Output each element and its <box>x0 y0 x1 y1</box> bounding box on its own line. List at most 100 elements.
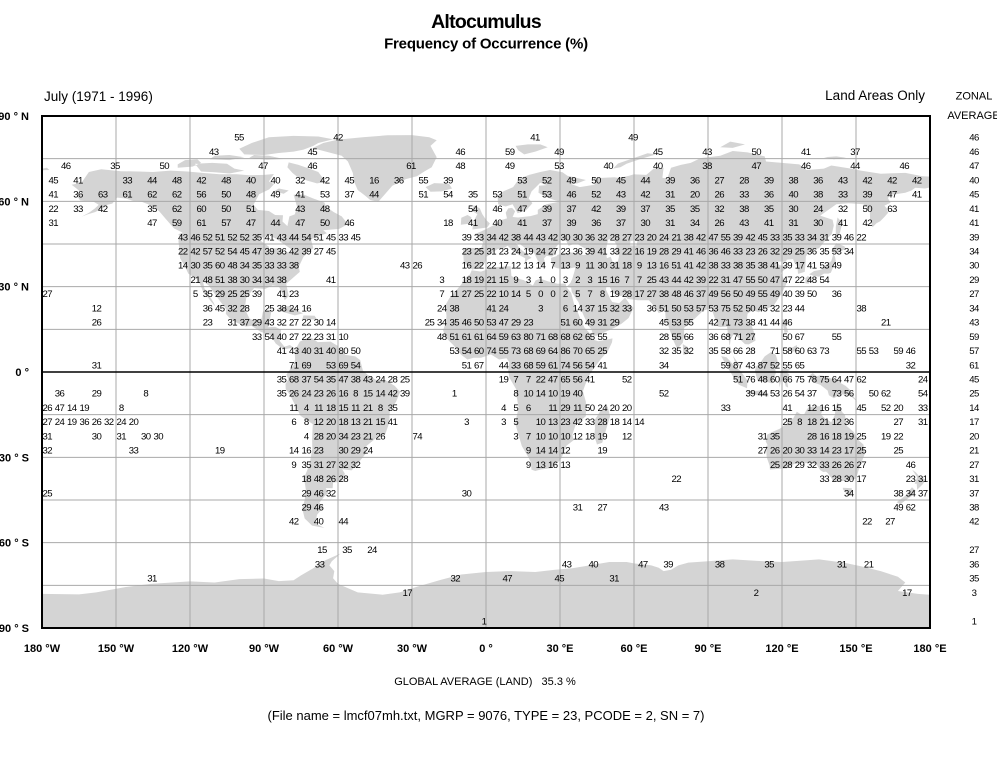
svg-text:68: 68 <box>523 360 533 371</box>
svg-text:25: 25 <box>856 431 866 442</box>
svg-text:44: 44 <box>499 360 510 371</box>
svg-text:5: 5 <box>526 289 531 300</box>
svg-text:3: 3 <box>513 431 518 442</box>
svg-text:55: 55 <box>721 232 731 243</box>
svg-text:33: 33 <box>338 232 348 243</box>
svg-text:26: 26 <box>326 474 336 485</box>
svg-text:41: 41 <box>277 289 287 300</box>
svg-text:61: 61 <box>969 360 979 371</box>
svg-text:23: 23 <box>560 417 570 428</box>
svg-text:40: 40 <box>246 175 256 186</box>
svg-text:31: 31 <box>147 574 157 585</box>
svg-text:48: 48 <box>456 161 466 172</box>
svg-text:78: 78 <box>807 375 817 386</box>
svg-text:24: 24 <box>813 204 824 215</box>
svg-text:28: 28 <box>739 175 749 186</box>
svg-text:24: 24 <box>511 247 522 258</box>
svg-text:28: 28 <box>610 232 620 243</box>
svg-text:21: 21 <box>969 446 979 457</box>
svg-text:0: 0 <box>538 289 543 300</box>
svg-text:8: 8 <box>119 403 124 414</box>
svg-text:32: 32 <box>684 346 694 357</box>
svg-text:150 °E: 150 °E <box>839 643 872 655</box>
svg-text:40: 40 <box>969 175 979 186</box>
svg-text:22: 22 <box>671 474 681 485</box>
svg-text:10: 10 <box>523 389 533 400</box>
svg-text:54: 54 <box>819 275 830 286</box>
svg-text:49: 49 <box>628 133 638 144</box>
svg-text:24: 24 <box>659 232 670 243</box>
svg-text:48: 48 <box>758 375 768 386</box>
svg-text:25: 25 <box>782 417 792 428</box>
svg-text:52: 52 <box>622 375 632 386</box>
svg-text:38: 38 <box>758 261 768 272</box>
svg-text:27: 27 <box>885 517 895 528</box>
svg-text:32: 32 <box>326 488 336 499</box>
svg-text:34: 34 <box>969 247 980 258</box>
svg-text:53: 53 <box>832 247 842 258</box>
svg-text:27: 27 <box>745 332 755 343</box>
svg-text:32: 32 <box>227 303 237 314</box>
svg-text:8: 8 <box>513 389 518 400</box>
svg-text:20: 20 <box>969 431 979 442</box>
svg-text:50: 50 <box>221 190 231 201</box>
svg-text:35: 35 <box>326 375 336 386</box>
svg-text:33: 33 <box>474 232 484 243</box>
svg-text:40: 40 <box>573 389 583 400</box>
svg-text:25: 25 <box>42 488 52 499</box>
svg-text:26: 26 <box>715 218 725 229</box>
svg-text:37: 37 <box>641 204 651 215</box>
svg-text:15: 15 <box>832 403 842 414</box>
svg-text:28: 28 <box>659 332 669 343</box>
svg-text:21: 21 <box>864 559 874 570</box>
svg-text:46: 46 <box>721 247 731 258</box>
svg-text:30: 30 <box>462 488 472 499</box>
svg-text:52: 52 <box>591 190 601 201</box>
svg-text:43: 43 <box>969 318 979 329</box>
svg-text:28: 28 <box>745 346 755 357</box>
svg-text:26: 26 <box>782 389 792 400</box>
svg-text:41: 41 <box>295 190 305 201</box>
svg-text:60: 60 <box>474 346 484 357</box>
svg-text:49: 49 <box>893 503 903 514</box>
svg-text:9: 9 <box>526 460 531 471</box>
svg-text:14: 14 <box>819 446 830 457</box>
svg-text:26: 26 <box>92 318 102 329</box>
svg-text:4: 4 <box>304 403 310 414</box>
svg-text:47: 47 <box>770 275 780 286</box>
svg-text:35: 35 <box>252 232 262 243</box>
svg-text:41: 41 <box>807 261 817 272</box>
svg-text:19: 19 <box>79 403 89 414</box>
svg-text:40: 40 <box>271 175 281 186</box>
svg-text:66: 66 <box>733 346 743 357</box>
svg-text:47: 47 <box>246 218 256 229</box>
svg-text:44: 44 <box>271 218 282 229</box>
svg-text:27: 27 <box>647 289 657 300</box>
svg-text:32: 32 <box>104 417 114 428</box>
svg-text:73: 73 <box>819 346 829 357</box>
svg-text:10: 10 <box>536 417 546 428</box>
svg-text:33: 33 <box>622 303 632 314</box>
svg-text:5: 5 <box>193 289 198 300</box>
svg-text:62: 62 <box>856 375 866 386</box>
svg-text:33: 33 <box>315 559 325 570</box>
svg-text:44: 44 <box>795 303 806 314</box>
svg-text:11: 11 <box>289 403 298 414</box>
svg-text:41: 41 <box>49 190 59 201</box>
svg-text:45: 45 <box>856 403 866 414</box>
svg-text:19: 19 <box>881 431 891 442</box>
svg-text:16: 16 <box>301 303 311 314</box>
svg-text:48: 48 <box>807 275 817 286</box>
svg-text:14: 14 <box>634 417 645 428</box>
svg-text:54: 54 <box>918 389 929 400</box>
svg-text:20: 20 <box>893 403 903 414</box>
svg-text:44: 44 <box>850 161 861 172</box>
svg-text:2: 2 <box>575 275 580 286</box>
svg-text:45: 45 <box>326 247 336 258</box>
svg-text:76: 76 <box>745 375 755 386</box>
svg-text:42: 42 <box>190 247 200 258</box>
svg-text:55: 55 <box>745 275 755 286</box>
svg-text:47: 47 <box>708 232 718 243</box>
svg-text:41: 41 <box>969 218 979 229</box>
svg-text:21: 21 <box>363 431 373 442</box>
